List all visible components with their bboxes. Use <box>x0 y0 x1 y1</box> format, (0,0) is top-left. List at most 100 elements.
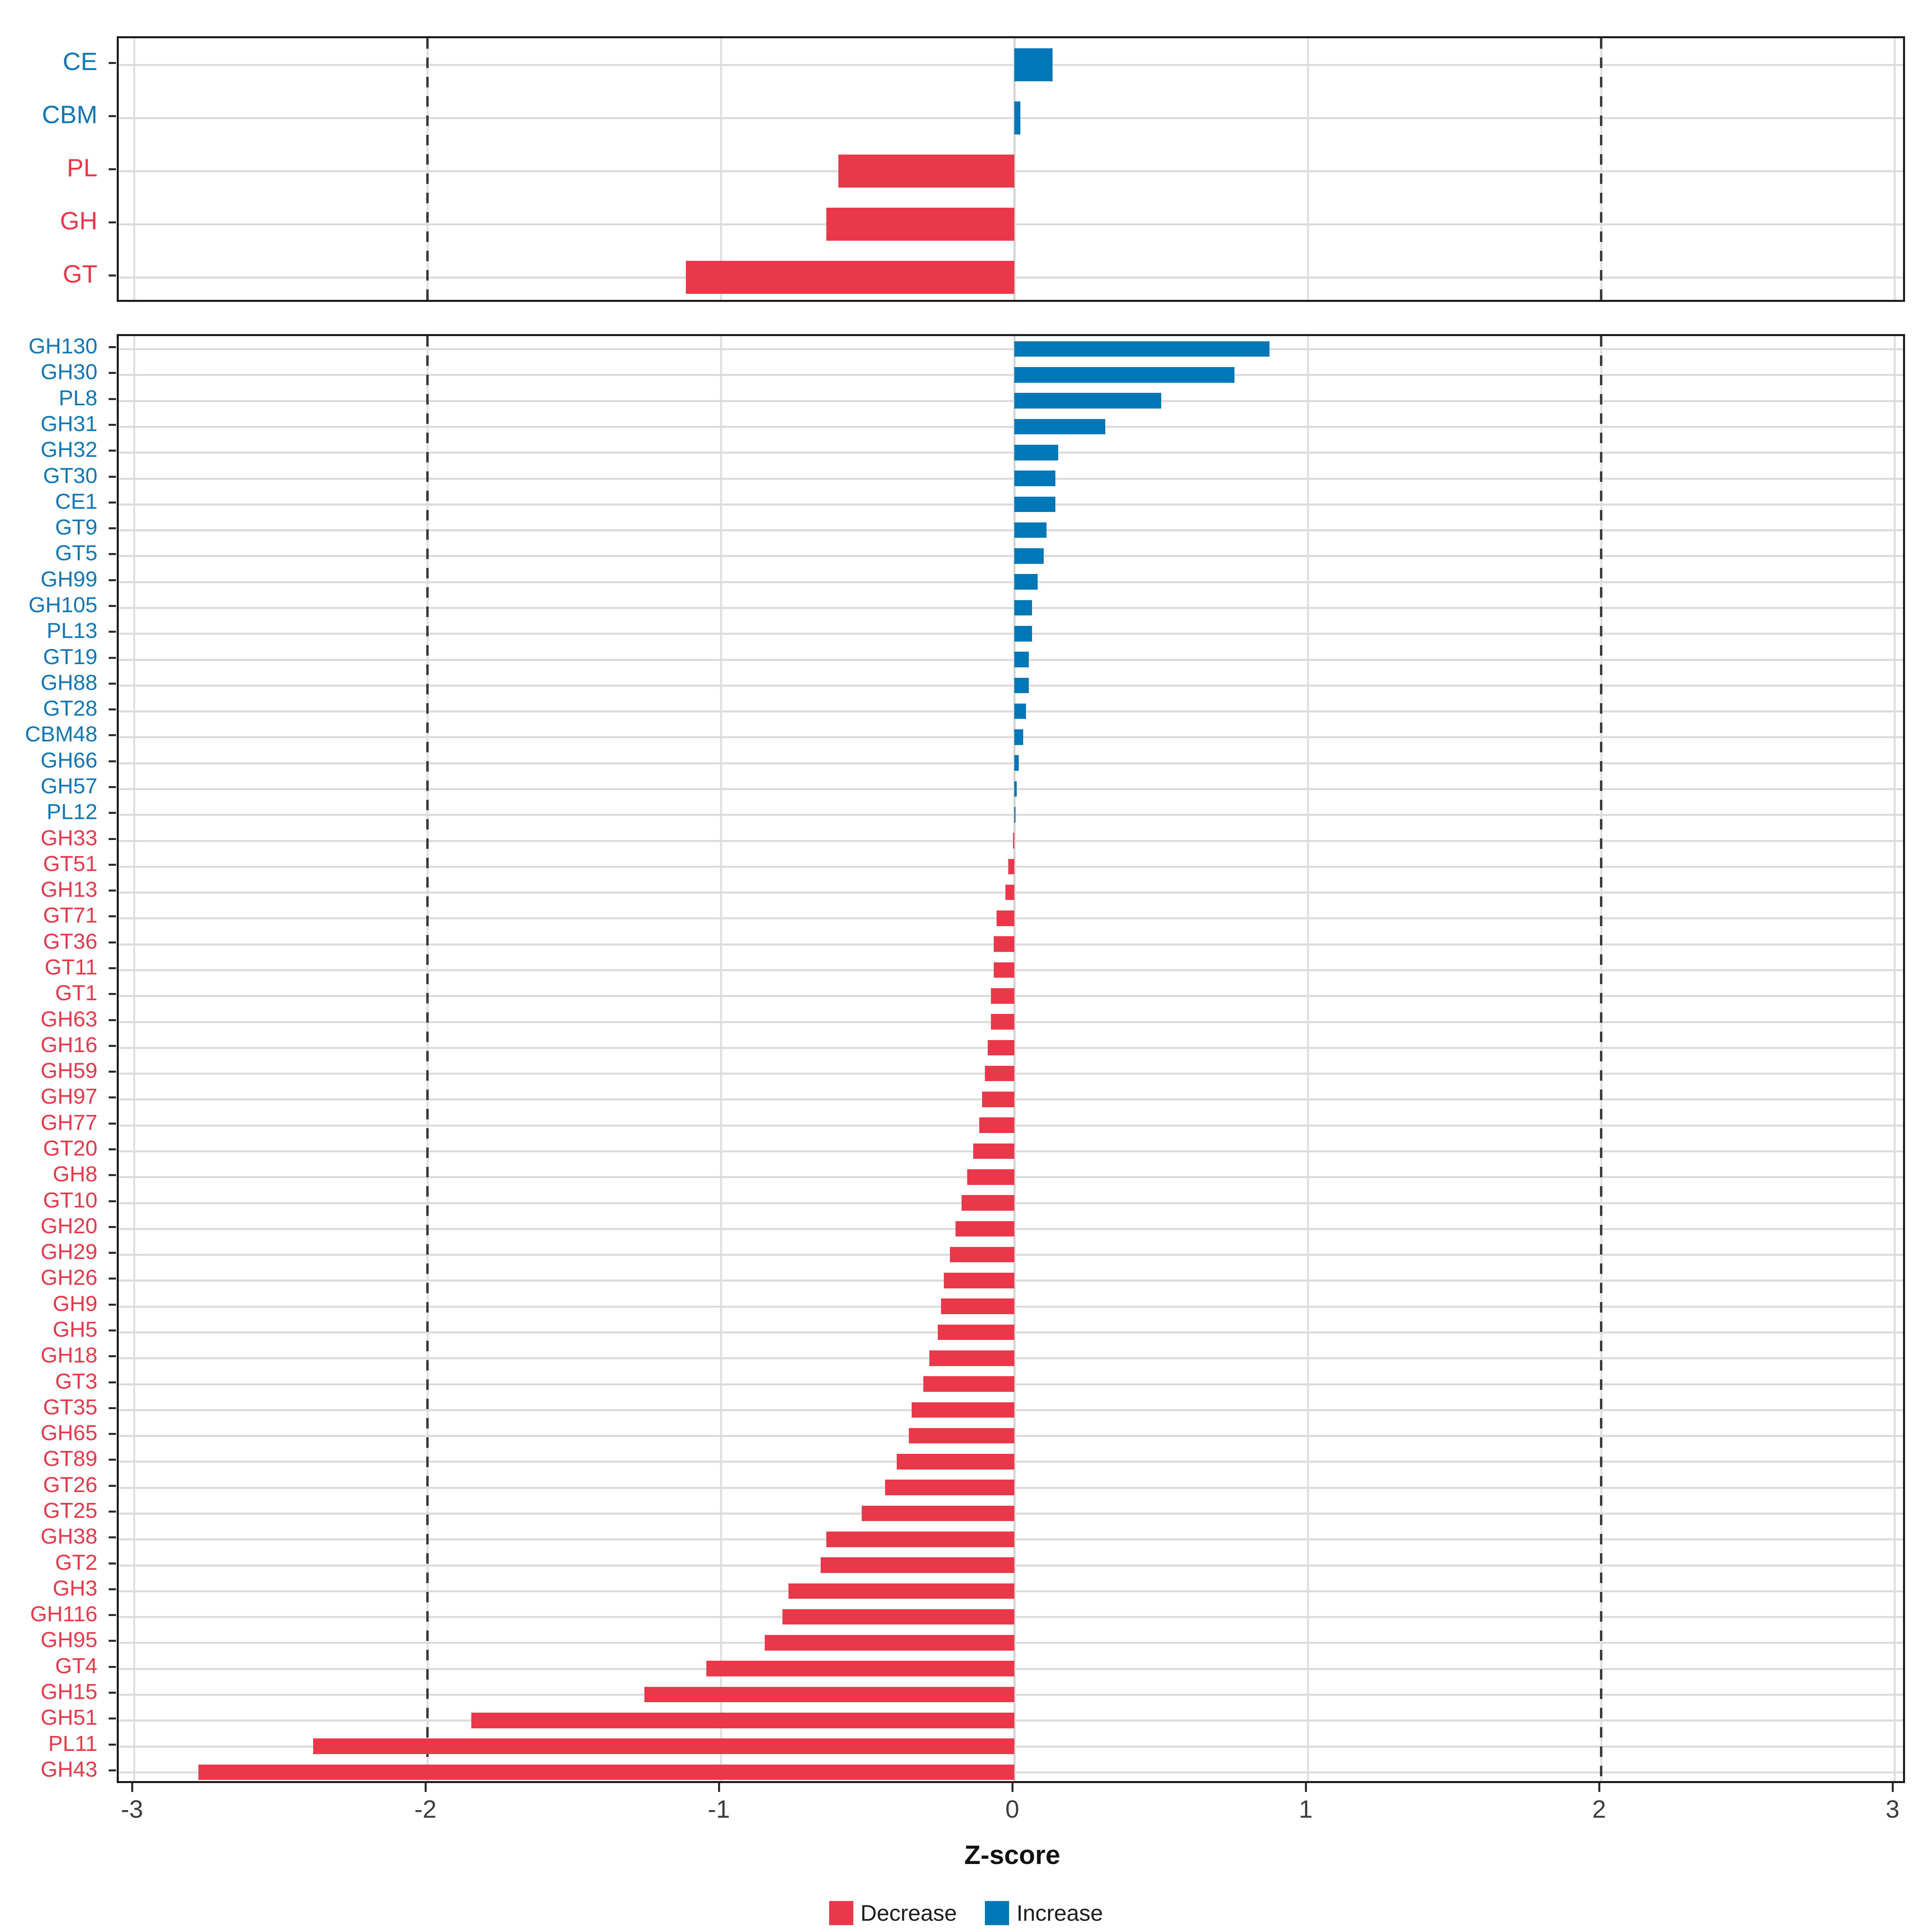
horizontal-gridline <box>119 426 1903 428</box>
bar-GH[interactable] <box>826 208 1014 241</box>
bar-GT28[interactable] <box>1014 703 1026 719</box>
y-axis-label-GT20: GT20 <box>43 1136 97 1160</box>
y-axis-label-GH16: GH16 <box>40 1032 97 1057</box>
bar-GH8[interactable] <box>967 1169 1014 1185</box>
bar-CE[interactable] <box>1014 48 1053 81</box>
bar-GH32[interactable] <box>1014 445 1059 460</box>
bar-GT36[interactable] <box>993 936 1014 952</box>
bar-PL8[interactable] <box>1014 393 1161 409</box>
y-axis-tick <box>109 941 116 943</box>
bar-GH63[interactable] <box>991 1014 1014 1030</box>
bar-GH9[interactable] <box>941 1298 1014 1314</box>
legend-item-decrease[interactable]: Decrease <box>829 1900 957 1926</box>
legend-item-increase[interactable]: Increase <box>985 1900 1103 1926</box>
bar-CE1[interactable] <box>1014 496 1056 512</box>
y-axis-tick <box>109 1096 116 1099</box>
horizontal-gridline <box>119 477 1903 480</box>
y-axis-label-GH59: GH59 <box>40 1059 97 1083</box>
vertical-gridline <box>1307 336 1309 1781</box>
y-axis-label-GH26: GH26 <box>40 1265 97 1290</box>
bar-GT4[interactable] <box>706 1661 1014 1676</box>
bar-GT35[interactable] <box>911 1402 1014 1418</box>
bar-GH77[interactable] <box>979 1117 1014 1133</box>
bar-GH57[interactable] <box>1014 781 1017 797</box>
horizontal-gridline <box>119 684 1903 687</box>
bar-GH15[interactable] <box>644 1686 1014 1703</box>
plot-area <box>117 334 1905 1783</box>
bar-GT19[interactable] <box>1014 652 1029 667</box>
y-axis-tick <box>109 1148 116 1150</box>
bar-GH30[interactable] <box>1014 367 1234 383</box>
bar-GH65[interactable] <box>908 1428 1014 1444</box>
y-axis-label-GT51: GT51 <box>43 851 97 876</box>
y-axis-label-GH38: GH38 <box>40 1524 97 1549</box>
bar-GH59[interactable] <box>985 1065 1014 1082</box>
y-axis-tick <box>109 1692 116 1694</box>
bar-GH99[interactable] <box>1014 574 1038 590</box>
bar-GT51[interactable] <box>1008 859 1014 875</box>
bar-GH20[interactable] <box>956 1221 1014 1237</box>
bar-GT3[interactable] <box>923 1376 1014 1392</box>
bar-GH3[interactable] <box>788 1583 1014 1599</box>
bar-GT20[interactable] <box>973 1143 1014 1159</box>
bar-GH43[interactable] <box>198 1764 1014 1780</box>
bar-CBM48[interactable] <box>1014 729 1023 745</box>
y-axis-label-GH29: GH29 <box>40 1240 97 1264</box>
bar-GH33[interactable] <box>1013 833 1015 848</box>
y-axis-tick <box>109 346 116 349</box>
bar-GT1[interactable] <box>991 988 1014 1004</box>
bar-GH130[interactable] <box>1014 341 1270 357</box>
bar-PL13[interactable] <box>1014 626 1032 642</box>
bar-GT25[interactable] <box>861 1505 1014 1521</box>
bar-GH5[interactable] <box>938 1324 1014 1340</box>
bar-GH26[interactable] <box>944 1273 1014 1288</box>
bar-GH116[interactable] <box>782 1609 1014 1625</box>
y-axis-label-GT28: GT28 <box>43 696 97 721</box>
x-axis-tick <box>1305 1783 1307 1792</box>
bar-GH88[interactable] <box>1014 677 1029 694</box>
y-axis-tick <box>109 1355 116 1358</box>
bar-GT9[interactable] <box>1014 522 1047 538</box>
y-axis-tick <box>109 553 116 555</box>
y-axis-tick <box>109 221 116 223</box>
bar-GH51[interactable] <box>471 1713 1014 1728</box>
bar-GH13[interactable] <box>1005 884 1014 900</box>
bar-GH105[interactable] <box>1014 600 1032 616</box>
y-axis-label-GT19: GT19 <box>43 644 97 669</box>
bar-GT10[interactable] <box>961 1195 1014 1211</box>
y-axis-label-GT26: GT26 <box>43 1472 97 1497</box>
bar-PL[interactable] <box>838 155 1014 188</box>
x-axis-tick <box>1011 1783 1013 1792</box>
y-axis-label-GH: GH <box>60 207 97 235</box>
bar-PL11[interactable] <box>313 1738 1014 1754</box>
bar-GT[interactable] <box>685 261 1014 294</box>
bar-GH29[interactable] <box>949 1247 1014 1263</box>
bar-GT71[interactable] <box>997 910 1014 926</box>
vertical-gridline <box>1894 336 1896 1781</box>
horizontal-gridline <box>119 348 1903 351</box>
bar-GT30[interactable] <box>1014 471 1056 486</box>
bar-GT89[interactable] <box>897 1454 1014 1470</box>
y-axis-label-GH99: GH99 <box>40 567 97 591</box>
y-axis-tick <box>109 1407 116 1409</box>
bar-GH97[interactable] <box>982 1092 1014 1107</box>
y-axis-tick <box>109 1717 116 1720</box>
bar-PL12[interactable] <box>1014 807 1016 823</box>
bar-CBM[interactable] <box>1014 101 1020 134</box>
bar-GH18[interactable] <box>929 1350 1014 1366</box>
y-axis-label-GH18: GH18 <box>40 1343 97 1368</box>
x-axis-label-0: -3 <box>121 1796 143 1823</box>
bar-GT2[interactable] <box>820 1557 1014 1573</box>
bar-GT11[interactable] <box>993 962 1014 978</box>
y-axis-label-GH5: GH5 <box>52 1317 97 1342</box>
bar-GH38[interactable] <box>826 1532 1014 1547</box>
y-axis-tick <box>109 605 116 607</box>
bar-GH66[interactable] <box>1014 755 1019 771</box>
bar-GH31[interactable] <box>1014 419 1105 435</box>
bar-GH95[interactable] <box>765 1635 1014 1651</box>
y-axis-tick <box>109 1588 116 1590</box>
y-axis-tick <box>109 579 116 581</box>
bar-GT5[interactable] <box>1014 548 1044 564</box>
bar-GH16[interactable] <box>988 1040 1014 1056</box>
bar-GT26[interactable] <box>885 1480 1014 1495</box>
